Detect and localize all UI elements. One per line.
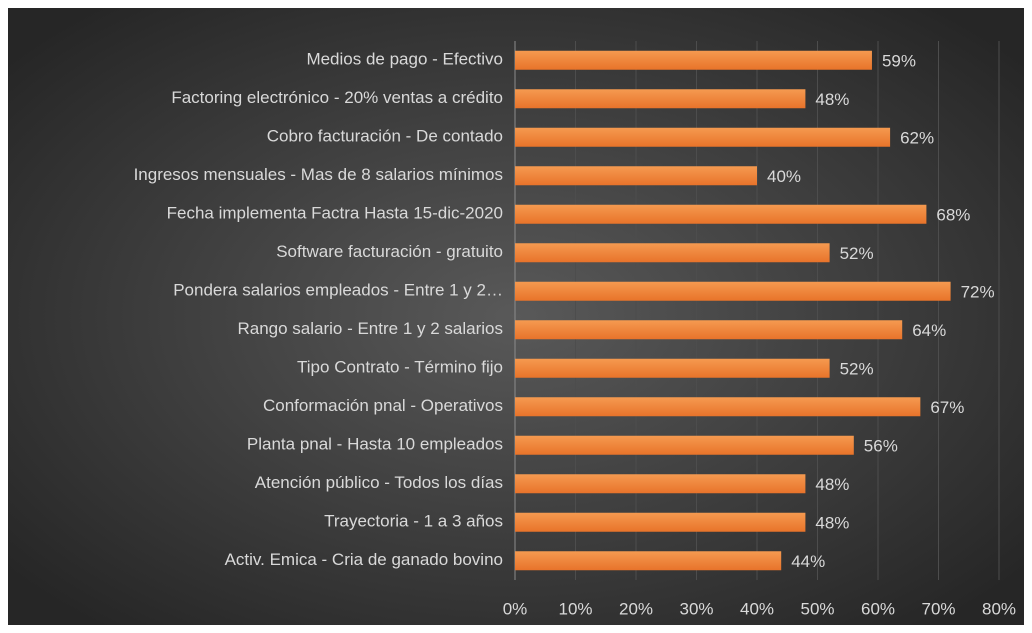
bar — [515, 243, 830, 263]
bar — [515, 204, 927, 224]
bar — [515, 89, 806, 109]
y-tick-label: Medios de pago - Efectivo — [306, 50, 503, 69]
value-label: 56% — [864, 437, 898, 456]
value-label: 52% — [840, 360, 874, 379]
x-tick-label: 50% — [800, 599, 834, 618]
value-label: 48% — [815, 475, 849, 494]
y-tick-label: Software facturación - gratuito — [276, 242, 503, 261]
x-tick-label: 80% — [982, 599, 1016, 618]
y-tick-label: Planta pnal - Hasta 10 empleados — [247, 435, 503, 454]
bar — [515, 474, 806, 494]
value-label: 48% — [815, 514, 849, 533]
x-tick-label: 10% — [558, 599, 592, 618]
value-label: 72% — [961, 283, 995, 302]
value-label: 67% — [930, 398, 964, 417]
bar — [515, 281, 951, 301]
y-tick-label: Fecha implementa Factra Hasta 15-dic-202… — [167, 204, 503, 223]
x-tick-label: 30% — [679, 599, 713, 618]
y-tick-label: Atención público - Todos los días — [255, 473, 503, 492]
y-tick-label: Activ. Emica - Cria de ganado bovino — [225, 550, 503, 569]
x-tick-label: 60% — [861, 599, 895, 618]
y-tick-label: Conformación pnal - Operativos — [263, 396, 503, 415]
value-label: 59% — [882, 52, 916, 71]
x-tick-label: 70% — [921, 599, 955, 618]
value-label: 62% — [900, 129, 934, 148]
bar — [515, 512, 806, 532]
y-tick-label: Pondera salarios empleados - Entre 1 y 2… — [173, 281, 503, 300]
value-label: 64% — [912, 321, 946, 340]
bar — [515, 320, 903, 340]
y-tick-label: Cobro facturación - De contado — [267, 127, 503, 146]
value-label: 44% — [791, 552, 825, 571]
y-tick-label: Ingresos mensuales - Mas de 8 salarios m… — [134, 165, 503, 184]
value-label: 52% — [840, 244, 874, 263]
x-tick-label: 40% — [740, 599, 774, 618]
bar — [515, 166, 757, 186]
bar — [515, 127, 891, 147]
bar — [515, 551, 782, 571]
value-label: 40% — [767, 167, 801, 186]
x-tick-label: 0% — [503, 599, 528, 618]
bar — [515, 397, 921, 417]
x-tick-label: 20% — [619, 599, 653, 618]
bar — [515, 358, 830, 378]
value-label: 48% — [815, 90, 849, 109]
y-tick-label: Trayectoria - 1 a 3 años — [324, 512, 503, 531]
y-tick-label: Tipo Contrato - Término fijo — [297, 358, 503, 377]
bar — [515, 435, 854, 455]
y-tick-label: Rango salario - Entre 1 y 2 salarios — [237, 319, 503, 338]
y-tick-label: Factoring electrónico - 20% ventas a cré… — [171, 88, 503, 107]
bar — [515, 50, 872, 70]
value-label: 68% — [936, 206, 970, 225]
